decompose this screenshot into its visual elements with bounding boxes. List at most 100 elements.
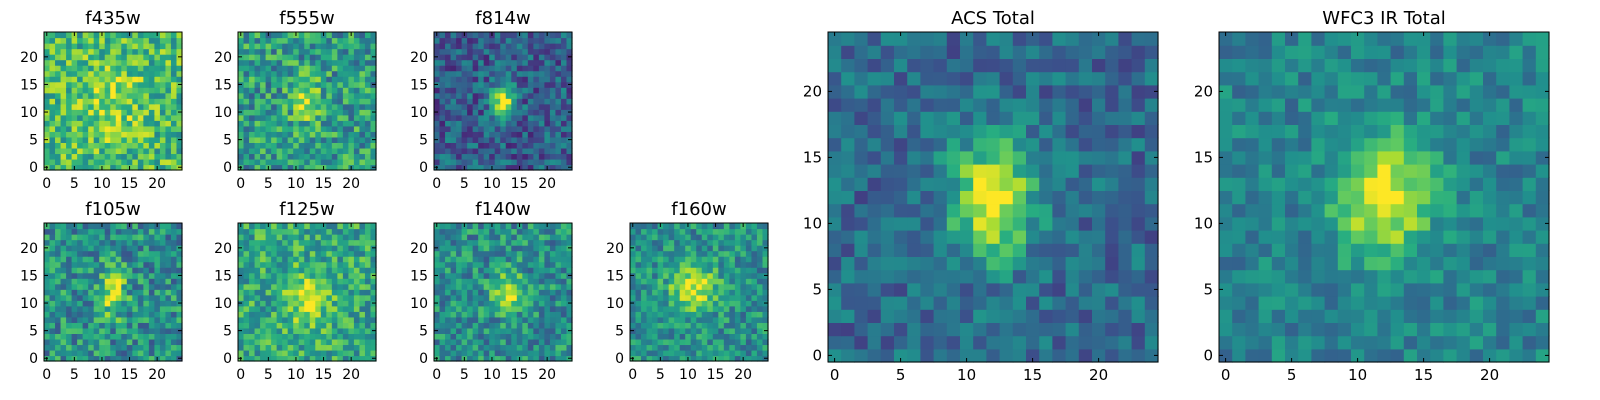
pixel-cell: [434, 125, 441, 132]
pixel-cell: [353, 54, 361, 61]
pixel-cell: [254, 59, 261, 66]
pixel-cell: [159, 125, 167, 132]
pixel-cell: [478, 147, 485, 155]
pixel-cell: [933, 230, 948, 244]
pixel-cell: [500, 223, 507, 230]
pixel-cell: [154, 300, 161, 307]
pixel-cell: [348, 147, 355, 155]
pixel-cell: [478, 114, 485, 121]
pixel-cell: [282, 65, 289, 72]
pixel-cell: [1052, 348, 1067, 363]
pixel-cell: [132, 300, 139, 307]
pixel-cell: [533, 300, 540, 307]
pixel-cell: [143, 283, 150, 290]
pixel-cell: [544, 239, 551, 246]
pixel-cell: [500, 76, 507, 83]
pixel-cell: [461, 87, 468, 94]
pixel-cell: [364, 250, 372, 257]
pixel-cell: [439, 103, 446, 110]
pixel-cell: [331, 305, 338, 312]
pixel-cell: [287, 37, 294, 44]
pixel-cell: [298, 300, 305, 307]
pixel-cell: [82, 37, 89, 44]
pixel-cell: [549, 250, 557, 257]
pixel-cell: [99, 349, 106, 357]
pixel-cell: [342, 272, 349, 279]
pixel-cell: [154, 283, 161, 290]
pixel-cell: [143, 267, 150, 274]
pixel-cell: [707, 316, 714, 323]
pixel-cell: [348, 272, 355, 279]
pixel-cell: [751, 261, 758, 268]
pixel-cell: [137, 70, 144, 77]
pixel-cell: [494, 234, 501, 241]
pixel-cell: [461, 289, 468, 296]
pixel-cell: [77, 81, 84, 88]
pixel-cell: [99, 289, 106, 296]
pixel-cell: [121, 289, 128, 296]
pixel-cell: [60, 316, 67, 323]
pixel-cell: [293, 125, 300, 132]
pixel-cell: [55, 87, 62, 94]
pixel-cell: [320, 267, 327, 274]
pixel-cell: [560, 278, 568, 285]
pixel-cell: [718, 327, 725, 334]
pixel-cell: [946, 243, 961, 257]
pixel-cell: [110, 131, 117, 138]
pixel-cell: [143, 322, 150, 329]
pixel-cell: [282, 283, 289, 290]
pixel-cell: [500, 147, 507, 155]
pixel-cell: [137, 136, 144, 143]
y-tick-label: 10: [20, 296, 38, 312]
pixel-cell: [707, 283, 714, 290]
pixel-cell: [960, 190, 974, 205]
pixel-cell: [265, 294, 272, 301]
pixel-cell: [254, 349, 261, 357]
pixel-cell: [342, 158, 349, 166]
pixel-cell: [71, 333, 78, 340]
pixel-cell: [170, 103, 178, 110]
pixel-cell: [478, 32, 485, 39]
pixel-cell: [635, 327, 642, 334]
pixel-cell: [359, 164, 366, 171]
pixel-cell: [88, 316, 95, 323]
pixel-cell: [472, 98, 479, 105]
pixel-cell: [734, 272, 741, 279]
pixel-cell: [359, 272, 366, 279]
pixel-cell: [505, 54, 512, 61]
pixel-cell: [712, 245, 719, 252]
pixel-cell: [505, 158, 512, 166]
pixel-cell: [348, 43, 355, 50]
pixel-cell: [544, 349, 551, 357]
pixel-cell: [505, 267, 512, 274]
pixel-cell: [434, 338, 441, 346]
pixel-cell: [973, 150, 987, 165]
pixel-cell: [960, 177, 974, 191]
pixel-cell: [293, 70, 300, 77]
pixel-cell: [132, 81, 139, 88]
pixel-cell: [566, 228, 573, 235]
pixel-cell: [1039, 230, 1053, 244]
pixel-cell: [282, 158, 289, 166]
pixel-cell: [315, 120, 322, 127]
pixel-cell: [115, 294, 122, 301]
pixel-cell: [841, 282, 855, 297]
pixel-cell: [549, 120, 557, 127]
pixel-cell: [522, 136, 529, 143]
pixel-cell: [254, 70, 261, 77]
pixel-cell: [657, 250, 664, 257]
pixel-cell: [49, 305, 56, 312]
pixel-cell: [143, 223, 150, 230]
pixel-cell: [841, 256, 855, 271]
pixel-cell: [538, 87, 545, 94]
pixel-cell: [461, 305, 468, 312]
pixel-cell: [348, 239, 355, 246]
pixel-cell: [276, 267, 283, 274]
pixel-cell: [907, 216, 921, 231]
pixel-cell: [740, 272, 747, 279]
pixel-cell: [249, 158, 256, 166]
pixel-cell: [867, 309, 882, 323]
pixel-cell: [516, 316, 523, 323]
pixel-cell: [260, 239, 267, 246]
pixel-cell: [282, 81, 289, 88]
